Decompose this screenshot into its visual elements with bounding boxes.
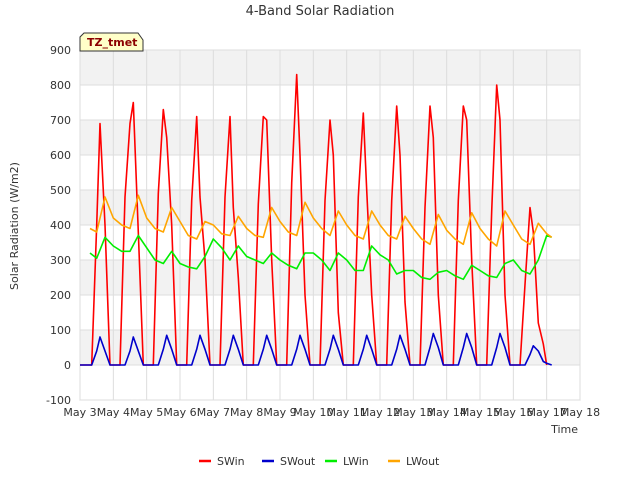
y-tick-label: 300 [50, 254, 71, 267]
y-tick-label: 700 [50, 114, 71, 127]
x-tick-label: May 12 [360, 406, 400, 419]
x-tick-label: May 13 [393, 406, 433, 419]
x-tick-label: May 17 [527, 406, 567, 419]
legend-label: LWin [343, 455, 369, 468]
badge-shape [79, 32, 144, 52]
legend: SWin SWout LWin LWout [199, 455, 440, 468]
y-tick-label: 800 [50, 79, 71, 92]
y-axis-ticks: -100 0 100 200 300 400 500 600 700 800 900 [46, 44, 71, 407]
x-axis-label: Time [550, 423, 578, 436]
y-tick-label: 200 [50, 289, 71, 302]
y-tick-label: 400 [50, 219, 71, 232]
y-axis-label: Solar Radiation (W/m2) [8, 162, 21, 290]
legend-label: SWout [280, 455, 316, 468]
x-tick-label: May 9 [263, 406, 296, 419]
y-tick-label: -100 [46, 394, 71, 407]
grid-band [80, 190, 580, 225]
x-tick-label: May 6 [163, 406, 196, 419]
y-tick-label: 600 [50, 149, 71, 162]
x-tick-label: May 14 [427, 406, 467, 419]
legend-label: SWin [217, 455, 245, 468]
x-tick-label: May 11 [327, 406, 367, 419]
x-tick-label: May 3 [63, 406, 96, 419]
grid-band [80, 50, 580, 85]
series-layer [80, 73, 553, 366]
series-line-lwin [89, 234, 552, 281]
x-tick-label: May 15 [460, 406, 500, 419]
x-tick-label: May 4 [97, 406, 130, 419]
x-tick-label: May 10 [293, 406, 333, 419]
y-tick-label: 100 [50, 324, 71, 337]
x-tick-label: May 7 [197, 406, 230, 419]
legend-label: LWout [406, 455, 440, 468]
series-line-swout [80, 332, 552, 366]
x-tick-label: May 18 [560, 406, 600, 419]
y-tick-label: 0 [64, 359, 71, 372]
x-tick-label: May 16 [493, 406, 533, 419]
x-tick-label: May 5 [130, 406, 163, 419]
station-badge: TZ_tmet [79, 32, 144, 52]
y-tick-label: 900 [50, 44, 71, 57]
chart-title: 4-Band Solar Radiation [246, 4, 395, 19]
y-tick-label: 500 [50, 184, 71, 197]
x-tick-label: May 8 [230, 406, 263, 419]
badge-label: TZ_tmet [87, 36, 137, 49]
series-line-lwout [89, 194, 553, 247]
